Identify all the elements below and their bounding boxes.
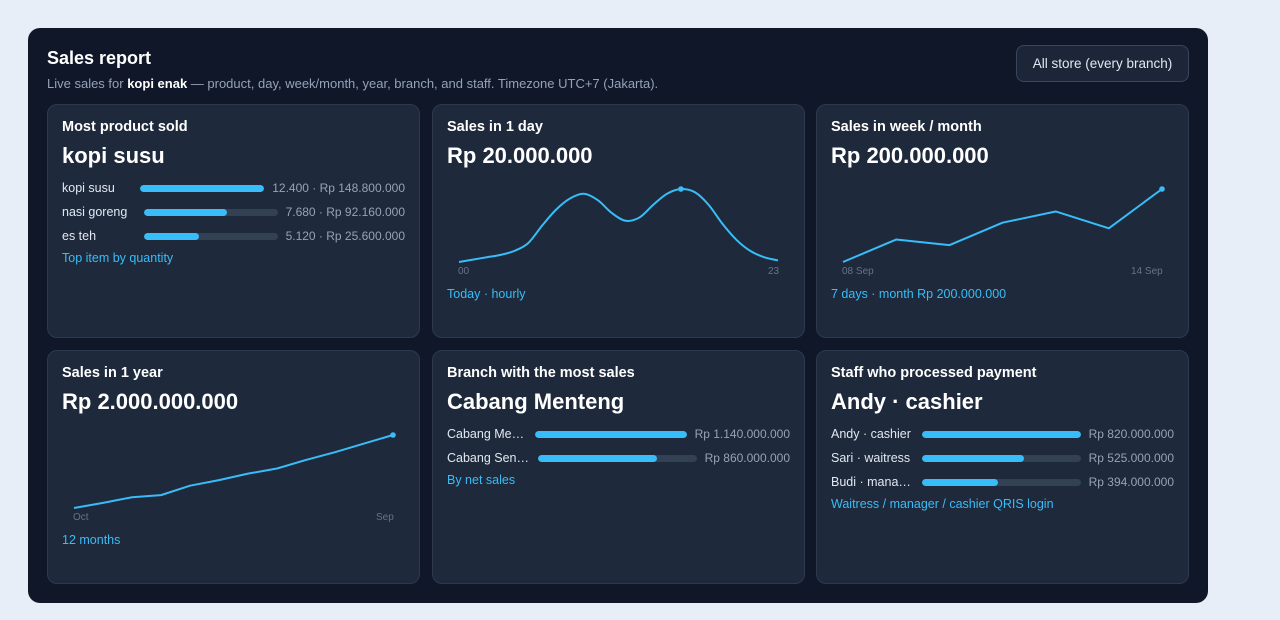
staff-value: Rp 820.000.000 <box>1088 427 1174 441</box>
branch-row: Cabang Senayan Rp 860.000.000 <box>447 450 790 466</box>
subtitle-prefix: Live sales for <box>47 76 128 91</box>
x-axis-end-label: 14 Sep <box>1131 266 1163 277</box>
series-line <box>73 434 394 509</box>
card-most-product-sold: Most product sold kopi susu kopi susu 12… <box>47 104 420 338</box>
store-name: kopi enak <box>127 76 188 91</box>
branch-bar-fill <box>538 454 657 462</box>
card-top-branch: Branch with the most sales Cabang Menten… <box>432 350 805 584</box>
branch-value: Rp 860.000.000 <box>704 451 790 465</box>
x-axis-end-label: 23 <box>768 266 780 277</box>
card-label: Branch with the most sales <box>447 365 635 381</box>
branch-name: Cabang Senayan <box>447 451 530 465</box>
week-sales-total: Rp 200.000.000 <box>831 143 989 168</box>
subtitle-suffix: — product, day, week/month, year, branch… <box>187 76 659 91</box>
staff-row: Budi · manager Rp 394.000.000 <box>831 474 1174 490</box>
product-value: 7.680 · Rp 92.160.000 <box>285 205 405 219</box>
product-bar-fill <box>144 208 227 216</box>
week-sales-chart <box>842 186 1165 263</box>
branch-footer-link[interactable]: By net sales <box>447 473 516 487</box>
highlight-point <box>1159 186 1165 192</box>
product-value: 12.400 · Rp 148.800.000 <box>272 181 405 195</box>
top-product-name: kopi susu <box>62 143 165 168</box>
staff-name: Andy · cashier <box>831 427 911 441</box>
staff-footer-link[interactable]: Waitress / manager / cashier QRIS login <box>831 497 1054 511</box>
sales-report-panel: Sales report Live sales for kopi enak — … <box>28 28 1208 603</box>
staff-bar <box>922 430 1081 438</box>
series-line <box>458 187 779 263</box>
branch-name: Cabang Menteng <box>447 427 527 441</box>
x-axis-start-label: 00 <box>458 266 470 277</box>
branch-bar <box>535 430 687 438</box>
year-sales-chart <box>73 432 396 509</box>
staff-row: Sari · waitress Rp 525.000.000 <box>831 450 1174 466</box>
branch-row: Cabang Menteng Rp 1.140.000.000 <box>447 426 790 442</box>
staff-bar <box>922 478 1081 486</box>
card-top-staff: Staff who processed payment Andy · cashi… <box>816 350 1189 584</box>
card-label: Sales in 1 year <box>62 365 163 381</box>
staff-name: Sari · waitress <box>831 451 911 465</box>
x-axis-start-label: Oct <box>73 512 89 523</box>
page-title: Sales report <box>47 48 152 68</box>
card-label: Sales in week / month <box>831 119 982 135</box>
year-footer-link[interactable]: 12 months <box>62 533 121 547</box>
staff-bar-fill <box>922 430 1081 438</box>
highlight-point <box>678 186 684 192</box>
branch-bar-fill <box>535 430 687 438</box>
year-sales-total: Rp 2.000.000.000 <box>62 389 239 414</box>
product-bar <box>140 184 265 192</box>
branch-bar <box>538 454 697 462</box>
product-name: es teh <box>62 229 97 243</box>
staff-bar-fill <box>922 478 999 486</box>
product-bar <box>144 208 278 216</box>
staff-bar <box>922 454 1081 462</box>
staff-bar-fill <box>922 454 1024 462</box>
page-subtitle: Live sales for kopi enak — product, day,… <box>47 76 658 91</box>
x-axis-end-label: Sep <box>376 512 394 523</box>
day-sales-chart <box>458 186 779 263</box>
card-label: Sales in 1 day <box>447 119 543 135</box>
staff-row: Andy · cashier Rp 820.000.000 <box>831 426 1174 442</box>
x-axis-start-label: 08 Sep <box>842 266 874 277</box>
product-value: 5.120 · Rp 25.600.000 <box>285 229 405 243</box>
week-footer-link[interactable]: 7 days · month Rp 200.000.000 <box>831 287 1007 301</box>
card-label: Most product sold <box>62 119 188 135</box>
staff-value: Rp 525.000.000 <box>1088 451 1174 465</box>
card-sales-year: Sales in 1 year Rp 2.000.000.000 Oct Sep… <box>47 350 420 584</box>
product-bar-fill <box>140 184 265 192</box>
card-label: Staff who processed payment <box>831 365 1037 381</box>
card-sales-day: Sales in 1 day Rp 20.000.000 00 23 Today… <box>432 104 805 338</box>
product-bar <box>144 232 278 240</box>
store-filter-button[interactable]: All store (every branch) <box>1016 45 1189 82</box>
product-bar-fill <box>144 232 199 240</box>
product-row: es teh 5.120 · Rp 25.600.000 <box>62 228 405 244</box>
product-row: nasi goreng 7.680 · Rp 92.160.000 <box>62 204 405 220</box>
top-branch-name: Cabang Menteng <box>447 389 625 414</box>
product-footer-link[interactable]: Top item by quantity <box>62 251 174 265</box>
top-staff-name: Andy · cashier <box>831 389 983 414</box>
staff-name: Budi · manager <box>831 475 914 489</box>
branch-value: Rp 1.140.000.000 <box>694 427 790 441</box>
staff-value: Rp 394.000.000 <box>1088 475 1174 489</box>
product-name: nasi goreng <box>62 205 128 219</box>
product-row: kopi susu 12.400 · Rp 148.800.000 <box>62 180 405 196</box>
product-name: kopi susu <box>62 181 115 195</box>
day-sales-total: Rp 20.000.000 <box>447 143 593 168</box>
day-footer-link[interactable]: Today · hourly <box>447 287 526 301</box>
series-line <box>842 188 1163 263</box>
highlight-point <box>390 432 396 438</box>
card-sales-week-month: Sales in week / month Rp 200.000.000 08 … <box>816 104 1189 338</box>
